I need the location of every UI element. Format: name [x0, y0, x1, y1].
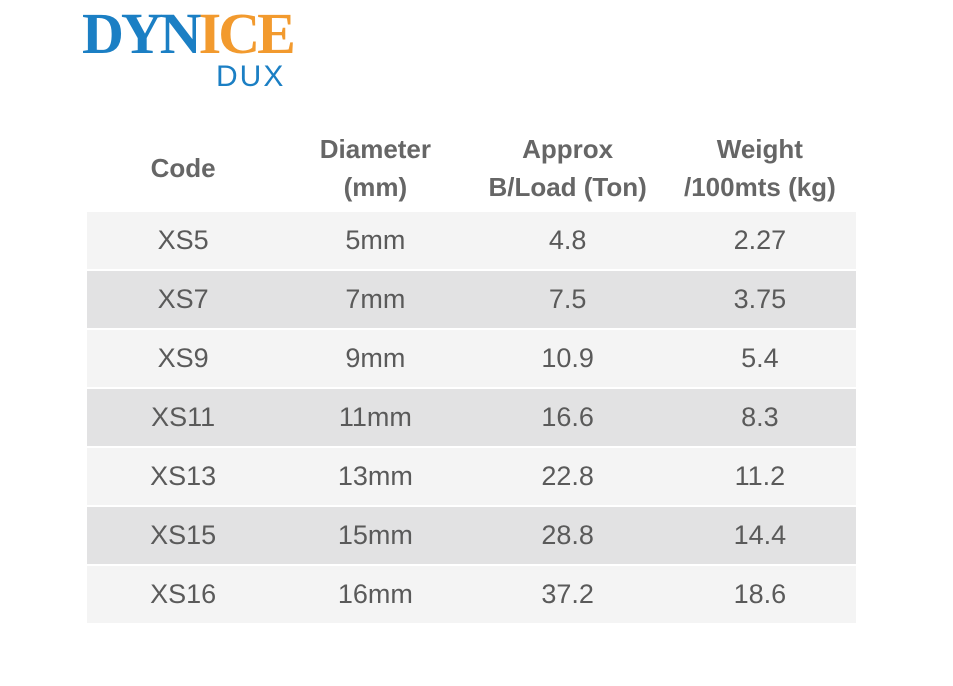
table-cell: 18.6	[663, 566, 856, 623]
header-line: Code	[150, 153, 216, 183]
header-line: (mm)	[343, 172, 408, 202]
header-line: B/Load (Ton)	[488, 172, 647, 202]
table-row: XS11 11mm 16.6 8.3	[87, 389, 856, 446]
header-cell: Code	[87, 126, 279, 210]
table-row: XS16 16mm 37.2 18.6	[87, 566, 856, 623]
table-cell: 2.27	[663, 212, 856, 269]
table-cell: 16mm	[279, 566, 472, 623]
table-cell: 11.2	[663, 448, 856, 505]
table-cell: XS13	[87, 448, 280, 505]
table-cell: XS11	[87, 389, 280, 446]
header-line: Approx	[522, 134, 614, 164]
table-cell: 11mm	[279, 389, 472, 446]
table-row: XS7 7mm 7.5 3.75	[87, 271, 856, 328]
table-cell: 13mm	[279, 448, 472, 505]
logo: DYNICE DUX	[82, 5, 296, 94]
table-row: XS13 13mm 22.8 11.2	[87, 448, 856, 505]
table-row: XS5 5mm 4.8 2.27	[87, 212, 856, 269]
table-cell: 22.8	[471, 448, 664, 505]
table-cell: 37.2	[471, 566, 664, 623]
header-cell: Weight/100mts (kg)	[664, 126, 856, 210]
table-cell: 14.4	[663, 507, 856, 564]
header-cell: Approx B/Load (Ton)	[472, 126, 664, 210]
table-cell: 28.8	[471, 507, 664, 564]
table-cell: XS16	[87, 566, 280, 623]
header-line: /100mts (kg)	[684, 172, 836, 202]
table-row: XS9 9mm 10.9 5.4	[87, 330, 856, 387]
table-cell: XS9	[87, 330, 280, 387]
table-cell: XS7	[87, 271, 280, 328]
table-cell: 5mm	[279, 212, 472, 269]
table-cell: 7mm	[279, 271, 472, 328]
table-cell: 9mm	[279, 330, 472, 387]
table-cell: 7.5	[471, 271, 664, 328]
table-cell: 4.8	[471, 212, 664, 269]
table-cell: 15mm	[279, 507, 472, 564]
header-row: Code Diameter (mm) Approx B/Load (Ton) Weight…	[87, 126, 856, 210]
table-cell: 8.3	[663, 389, 856, 446]
table-cell: XS15	[87, 507, 280, 564]
logo-dyn: DYN	[82, 1, 202, 66]
spec-table: Code Diameter (mm) Approx B/Load (Ton) Weight…	[87, 124, 856, 625]
table-cell: XS5	[87, 212, 280, 269]
table-cell: 16.6	[471, 389, 664, 446]
logo-ice: ICE	[198, 1, 296, 66]
table-row: XS15 15mm 28.8 14.4	[87, 507, 856, 564]
header-cell: Diameter (mm)	[279, 126, 471, 210]
table-cell: 5.4	[663, 330, 856, 387]
header-line: Diameter	[319, 134, 432, 164]
logo-sub: DUX	[216, 60, 286, 93]
table-cell: 3.75	[663, 271, 856, 328]
table-cell: 10.9	[471, 330, 664, 387]
header-line: Weight	[716, 134, 803, 164]
